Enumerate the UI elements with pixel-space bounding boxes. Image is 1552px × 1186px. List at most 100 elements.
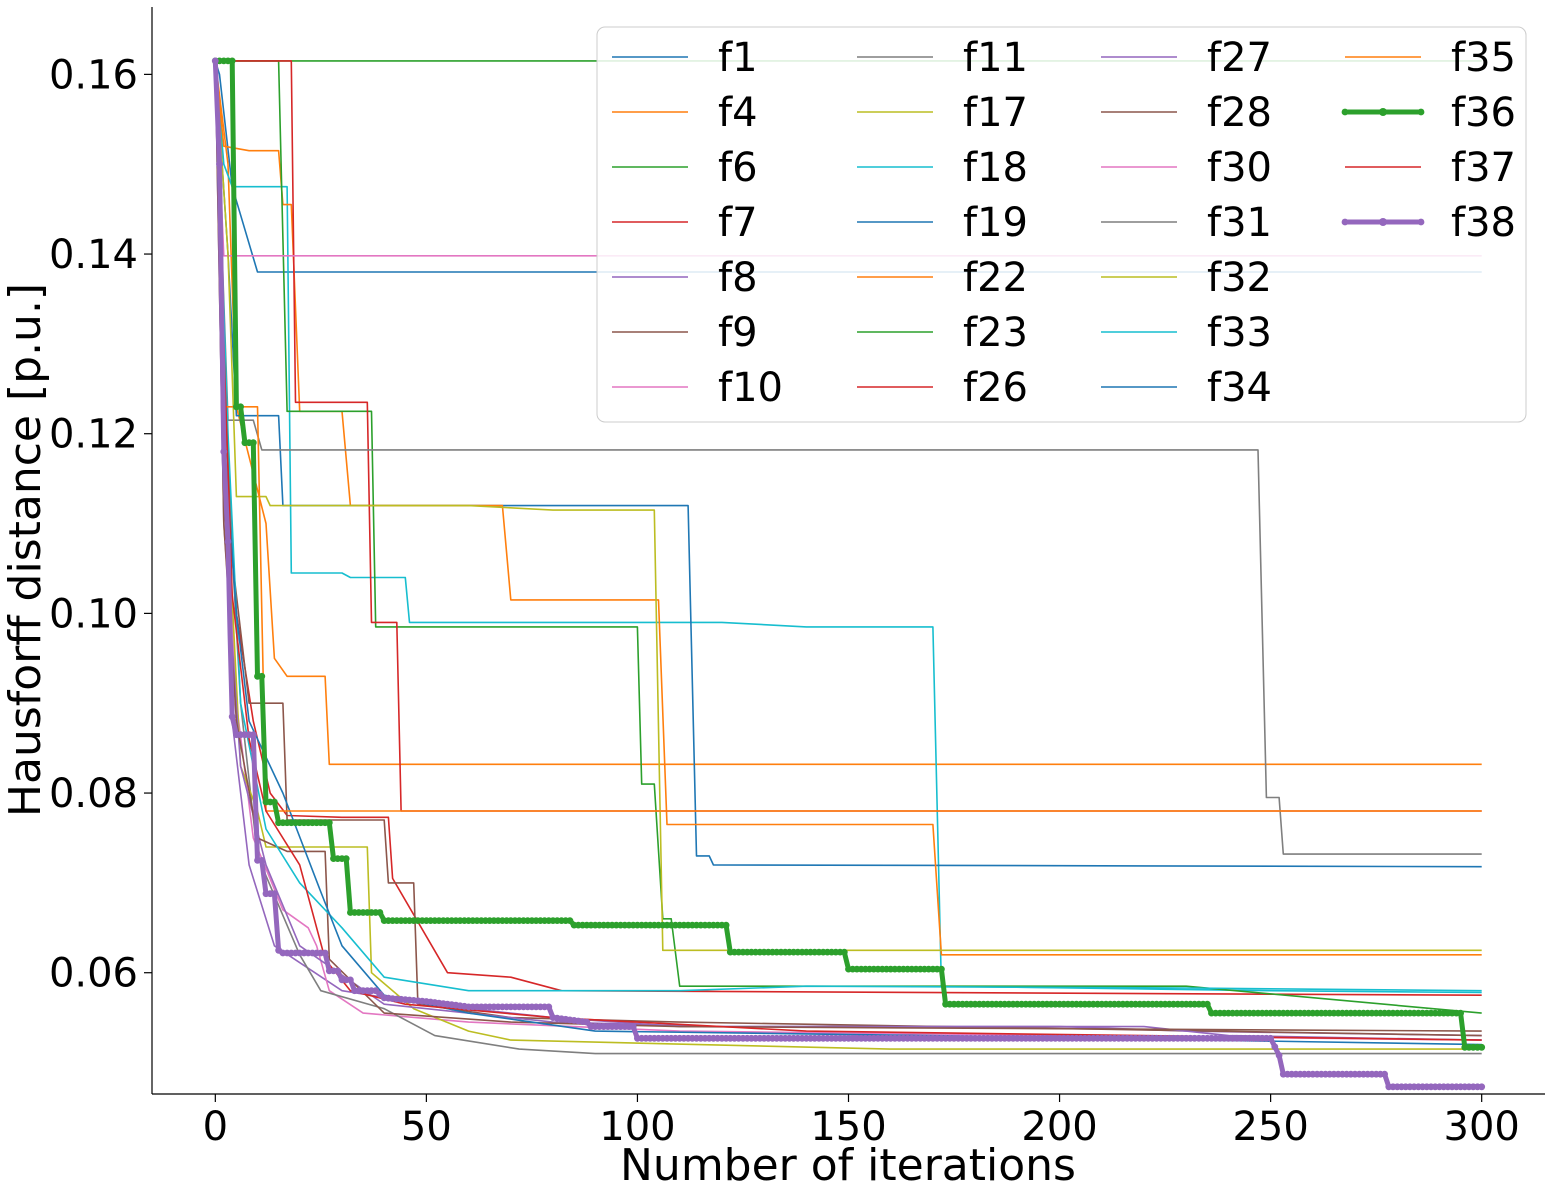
series-line-f26	[215, 60, 1482, 812]
legend-label: f8	[718, 255, 758, 301]
legend-label: f9	[718, 310, 758, 356]
legend-label: f4	[718, 90, 758, 136]
x-tick-label: 200	[1021, 1104, 1097, 1150]
marker-f36	[237, 403, 245, 411]
legend-entry-f33: f33	[1101, 310, 1272, 356]
marker-f38	[629, 1023, 637, 1030]
marker-f38	[216, 160, 223, 168]
legend-entry-f6: f6	[612, 145, 758, 191]
marker-f38	[347, 976, 354, 984]
series-line-f22	[214, 60, 1482, 956]
marker-f36	[271, 798, 278, 806]
legend-entry-f34: f34	[1101, 365, 1272, 411]
legend-entry-f10: f10	[612, 365, 783, 411]
series-line-f34	[214, 60, 1482, 1046]
x-axis-label: Number of iterations	[620, 1140, 1076, 1186]
legend-entry-f19: f19	[857, 200, 1028, 246]
x-ticks: 0 50 100 150 200 250 300	[203, 1094, 1520, 1150]
marker-f36	[228, 57, 236, 65]
legend-entry-f28: f28	[1101, 90, 1272, 136]
legend-entry-f38: f38	[1341, 200, 1516, 246]
legend-label: f17	[963, 90, 1028, 136]
legend-marker	[1379, 108, 1387, 116]
legend-entry-f4: f4	[612, 90, 758, 136]
legend-label: f18	[963, 145, 1028, 191]
y-tick-label: 0.12	[49, 412, 138, 458]
legend-label: f34	[1207, 365, 1272, 411]
marker-f38	[249, 731, 257, 739]
legend-label: f36	[1451, 90, 1516, 136]
x-tick-label: 50	[401, 1104, 452, 1150]
marker-f38	[1267, 1034, 1274, 1042]
legend-entry-f9: f9	[612, 310, 758, 356]
marker-f36	[342, 855, 350, 862]
legend-entry-f11: f11	[857, 35, 1028, 81]
legend-label: f19	[963, 200, 1028, 246]
y-tick-label: 0.06	[49, 951, 138, 997]
legend-label: f23	[963, 310, 1028, 356]
series-markers-f36	[211, 57, 1486, 1051]
marker-f38	[334, 967, 342, 975]
legend-entry-f27: f27	[1101, 35, 1272, 81]
x-tick-label: 100	[599, 1104, 675, 1150]
legend-entry-f31: f31	[1101, 200, 1272, 246]
legend-entry-f23: f23	[857, 310, 1028, 356]
marker-f38	[1271, 1043, 1279, 1051]
legend-label: f33	[1207, 310, 1272, 356]
legend-entry-f37: f37	[1345, 145, 1516, 191]
marker-f38	[545, 1003, 553, 1011]
legend-label: f28	[1207, 90, 1272, 136]
marker-f36	[376, 909, 384, 916]
marker-f36	[840, 948, 848, 956]
marker-f36	[1457, 1009, 1464, 1017]
series-markers-f38	[211, 57, 1486, 1091]
y-tick-label: 0.08	[49, 771, 138, 817]
marker-f38	[271, 890, 278, 898]
marker-f38	[1275, 1052, 1283, 1059]
marker-f38	[321, 949, 329, 957]
legend-label: f38	[1451, 200, 1516, 246]
legend-entry-f36: f36	[1341, 90, 1516, 136]
legend-entry-f17: f17	[857, 90, 1028, 136]
legend-label: f11	[963, 35, 1028, 81]
x-tick-label: 150	[810, 1104, 886, 1150]
y-tick-label: 0.14	[49, 232, 138, 278]
marker-f38	[211, 57, 219, 65]
legend-entry-f7: f7	[612, 200, 758, 246]
series-line-f4	[214, 60, 1482, 766]
y-ticks: 0.06 0.08 0.10 0.12 0.14 0.16	[49, 52, 152, 997]
y-tick-label: 0.10	[49, 591, 138, 637]
y-axis-label: Hausforff distance [p.u.]	[0, 283, 51, 817]
series-line-f37	[214, 60, 1482, 1041]
series-line-f33	[214, 60, 1482, 992]
legend-entry-f1: f1	[612, 35, 758, 81]
marker-f36	[566, 917, 574, 924]
x-tick-label: 300	[1444, 1104, 1520, 1150]
legend: f1 f4 f6 f7 f8 f9 f10 f11 f17 f18 f19 f22 f23 f26 f27 f…	[596, 26, 1527, 423]
legend-label: f35	[1451, 35, 1516, 81]
legend-label: f27	[1207, 35, 1272, 81]
legend-entry-f18: f18	[857, 145, 1028, 191]
legend-entry-f26: f26	[857, 365, 1028, 411]
legend-entry-f32: f32	[1101, 255, 1272, 301]
marker-f38	[1478, 1083, 1486, 1091]
legend-label: f10	[718, 365, 783, 411]
legend-entry-f30: f30	[1101, 145, 1272, 191]
marker-f36	[722, 921, 730, 929]
marker-f38	[1381, 1070, 1388, 1078]
legend-box	[596, 26, 1527, 423]
marker-f36	[1478, 1043, 1486, 1051]
legend-label: f1	[718, 35, 758, 81]
legend-label: f30	[1207, 145, 1272, 191]
series-line-f31	[214, 60, 1482, 855]
marker-f36	[258, 672, 266, 680]
legend-label: f22	[963, 255, 1028, 301]
legend-marker	[1417, 108, 1425, 116]
marker-f36	[938, 965, 945, 973]
marker-f38	[224, 538, 232, 545]
series-line-f32	[214, 60, 1482, 952]
legend-entry-f35: f35	[1345, 35, 1516, 81]
series-line-f18	[214, 60, 1482, 994]
legend-label: f37	[1451, 145, 1516, 191]
